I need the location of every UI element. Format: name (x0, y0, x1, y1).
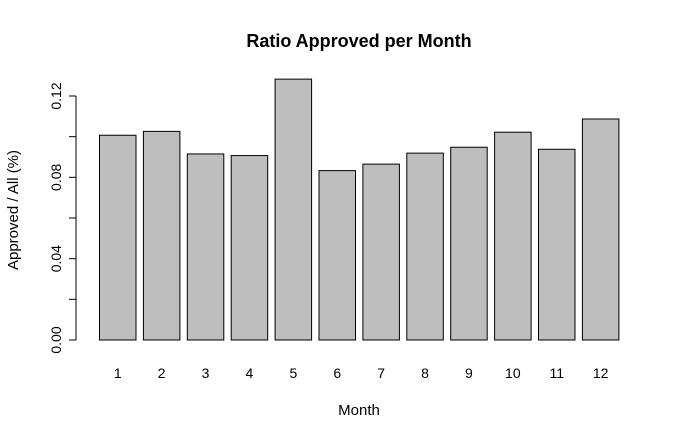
bar-month-2 (142, 130, 181, 341)
bar-month-12 (581, 118, 620, 341)
x-tick-label: 4 (246, 365, 254, 381)
x-tick-label: 9 (465, 365, 473, 381)
x-tick-label: 3 (202, 365, 210, 381)
x-tick-label: 11 (549, 365, 564, 381)
x-tick-label: 6 (333, 365, 341, 381)
bar-month-5 (274, 78, 313, 341)
y-axis-label: Approved / All (%) (5, 150, 22, 270)
x-tick-label: 5 (289, 365, 297, 381)
y-tick-label: 0.04 (48, 245, 64, 272)
x-tick-labels: 1 2 3 4 5 6 7 8 9 10 11 12 (114, 365, 609, 381)
bar-month-1 (99, 134, 137, 341)
x-axis-label: Month (338, 402, 380, 419)
bar-month-6 (318, 170, 356, 341)
bar-month-10 (494, 131, 532, 341)
bar-month-9 (450, 146, 488, 341)
x-tick-label: 8 (421, 365, 429, 381)
bar-month-8 (406, 152, 444, 341)
bars (99, 78, 620, 341)
x-tick-label: 1 (114, 365, 122, 381)
bar-month-11 (538, 148, 576, 341)
chart-title: Ratio Approved per Month (246, 31, 471, 51)
y-axis: 0.00 0.04 0.08 0.12 (48, 82, 77, 354)
x-tick-label: 10 (505, 365, 521, 381)
x-tick-label: 12 (593, 365, 609, 381)
bar-month-7 (362, 163, 400, 341)
y-tick-label: 0.12 (48, 82, 64, 109)
x-tick-label: 7 (377, 365, 385, 381)
x-tick-label: 2 (158, 365, 166, 381)
bar-month-4 (230, 155, 269, 341)
y-tick-label: 0.00 (48, 326, 64, 353)
y-tick-label: 0.08 (48, 163, 64, 190)
bar-month-3 (186, 153, 225, 341)
